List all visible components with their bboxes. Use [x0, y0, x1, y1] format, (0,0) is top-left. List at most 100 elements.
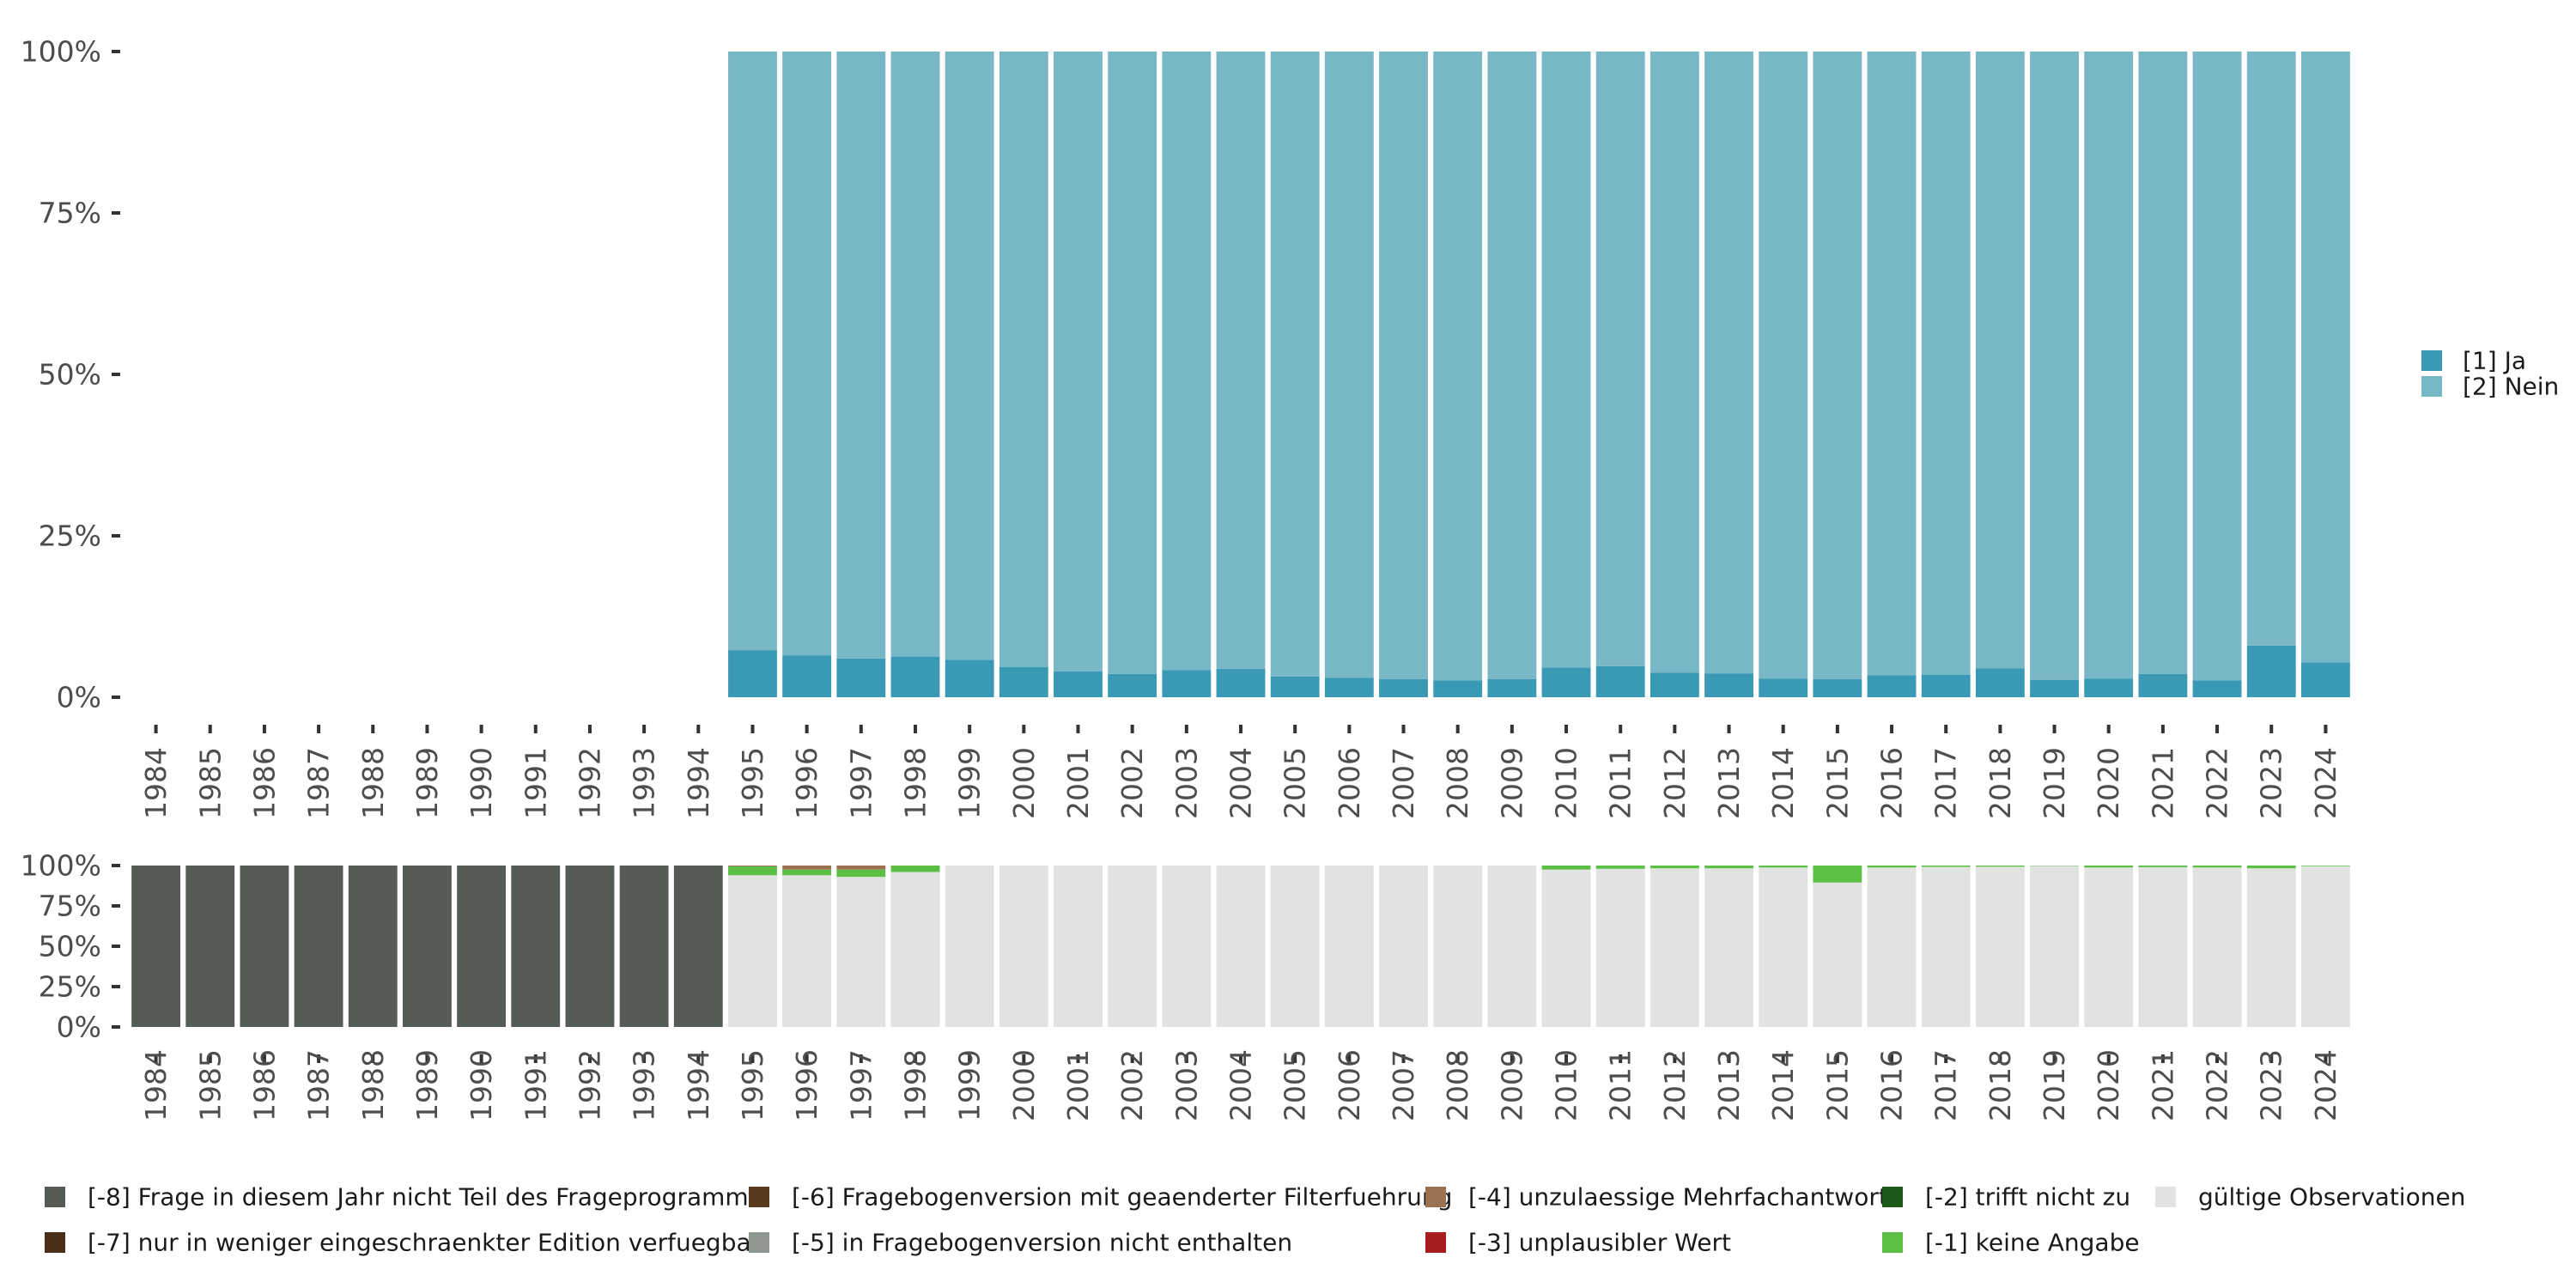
x-tick-label: 1988: [356, 1049, 390, 1121]
legend-label-2-trifft-nicht-zu: [-2] trifft nicht zu: [1925, 1183, 2130, 1212]
x-tick-label: 2006: [1333, 747, 1366, 819]
bar-segment-4-unzulaessige-mehrfachantwort-1996: [782, 866, 832, 870]
legend-label-7-nur-in-weniger-eingeschraenkter-edition-verfuegbar: [-7] nur in weniger eingeschraenkter Edi…: [88, 1229, 762, 1257]
x-tick-label: 1994: [682, 747, 715, 819]
bar-segment-2-nein-1995: [728, 52, 777, 651]
y-tick-label: 50%: [39, 358, 101, 392]
bar-segment-1-ja-2008: [1433, 680, 1483, 697]
legend-label-8-frage-in-diesem-jahr-nicht-teil-des-frageprogramms: [-8] Frage in diesem Jahr nicht Teil des…: [88, 1183, 761, 1212]
x-tick-label: 1995: [736, 1049, 769, 1121]
bar-segment-1-ja-2019: [2030, 679, 2079, 697]
x-tick-label: 2002: [1115, 1049, 1149, 1121]
bar-segment-2-nein-2004: [1216, 52, 1266, 669]
x-tick-label: 2017: [1929, 747, 1963, 819]
bar-segment-g-ltige-observationen-2006: [1324, 866, 1374, 1027]
bar-segment-2-nein-2012: [1649, 52, 1699, 673]
x-tick-label: 1997: [844, 747, 878, 819]
bar-segment-2-nein-2011: [1595, 52, 1645, 666]
bar-segment-1-ja-2009: [1487, 678, 1537, 697]
bar-segment-1-ja-2024: [2300, 662, 2350, 697]
bar-segment-g-ltige-observationen-1995: [728, 875, 777, 1027]
x-tick-label: 2016: [1875, 747, 1909, 819]
x-tick-label: 2001: [1061, 1049, 1095, 1121]
bar-segment-1-ja-1996: [782, 655, 832, 697]
bar-segment-1-ja-2004: [1216, 668, 1266, 697]
x-tick-label: 1985: [193, 747, 227, 819]
bar-segment-g-ltige-observationen-2016: [1867, 867, 1917, 1027]
x-tick-label: 2022: [2201, 747, 2234, 819]
x-tick-label: 2004: [1224, 747, 1258, 819]
legend-label-g-ltige-observationen: gültige Observationen: [2198, 1183, 2465, 1212]
bar-segment-1-ja-2001: [1054, 671, 1103, 697]
x-tick-label: 2013: [1712, 1049, 1746, 1121]
bar-segment-2-nein-1997: [836, 52, 886, 659]
x-tick-label: 2017: [1929, 1049, 1963, 1121]
bar-segment-2-nein-2015: [1813, 52, 1862, 679]
bar-segment-1-ja-2002: [1108, 673, 1157, 697]
bar-segment-2-nein-2022: [2192, 52, 2242, 681]
bar-segment-2-nein-2014: [1759, 52, 1808, 679]
bar-segment-1-keine-angabe-2016: [1867, 866, 1917, 868]
bar-segment-g-ltige-observationen-2021: [2138, 866, 2188, 1027]
x-tick-label: 2019: [2038, 1049, 2071, 1121]
bar-segment-8-frage-in-diesem-jahr-nicht-teil-des-frageprogramms-1991: [511, 866, 561, 1027]
bar-segment-1-keine-angabe-2020: [2084, 866, 2134, 868]
x-tick-label: 2007: [1387, 747, 1420, 819]
y-tick-label: 75%: [39, 197, 101, 230]
legend-key-1-keine-angabe: [1882, 1232, 1903, 1253]
x-tick-label: 1993: [628, 1049, 661, 1121]
bar-segment-1-keine-angabe-2021: [2138, 866, 2188, 867]
bar-segment-2-nein-1998: [890, 52, 940, 657]
x-tick-label: 2004: [1224, 1049, 1258, 1121]
y-tick-label: 0%: [57, 1011, 101, 1044]
x-tick-label: 2021: [2146, 747, 2179, 819]
legend-key-1-ja: [2421, 350, 2442, 371]
bar-segment-2-nein-2018: [1975, 52, 2025, 669]
bar-segment-2-nein-2016: [1867, 52, 1917, 676]
bar-segment-g-ltige-observationen-2022: [2192, 867, 2242, 1027]
bar-segment-8-frage-in-diesem-jahr-nicht-teil-des-frageprogramms-1988: [348, 866, 398, 1027]
bar-segment-2-nein-2005: [1270, 52, 1320, 677]
bar-segment-1-ja-2020: [2084, 678, 2134, 697]
legend-label-6-fragebogenversion-mit-geaenderter-filterfuehrung: [-6] Fragebogenversion mit geaenderter F…: [792, 1183, 1452, 1212]
legend-key-2-trifft-nicht-zu: [1882, 1187, 1903, 1207]
bar-segment-8-frage-in-diesem-jahr-nicht-teil-des-frageprogramms-1987: [294, 866, 343, 1027]
legend-key-2-nein: [2421, 376, 2442, 397]
x-tick-label: 1987: [302, 1049, 336, 1121]
y-tick-label: 75%: [39, 890, 101, 923]
bar-segment-2-nein-2008: [1433, 52, 1483, 681]
x-tick-label: 1998: [898, 747, 932, 819]
x-tick-label: 2009: [1495, 747, 1528, 819]
bar-segment-g-ltige-observationen-2014: [1759, 867, 1808, 1027]
legend-label-1-keine-angabe: [-1] keine Angabe: [1925, 1229, 2140, 1257]
bar-segment-1-ja-2016: [1867, 675, 1917, 697]
bar-segment-2-nein-2023: [2246, 52, 2296, 646]
bar-segment-1-ja-2018: [1975, 668, 2025, 697]
bar-segment-1-keine-angabe-2010: [1541, 866, 1591, 870]
x-tick-label: 1988: [356, 747, 390, 819]
legend-label-2-nein: [2] Nein: [2463, 373, 2559, 401]
y-tick-label: 0%: [57, 681, 101, 714]
x-tick-label: 2000: [1007, 1049, 1041, 1121]
bar-segment-1-ja-2000: [999, 666, 1048, 697]
bar-segment-2-nein-2024: [2300, 52, 2350, 663]
bar-segment-g-ltige-observationen-2012: [1649, 868, 1699, 1027]
bar-segment-1-ja-2023: [2246, 645, 2296, 697]
bar-segment-g-ltige-observationen-2007: [1379, 866, 1428, 1027]
bar-segment-g-ltige-observationen-2002: [1108, 866, 1157, 1027]
x-tick-label: 2010: [1550, 1049, 1583, 1121]
bar-segment-8-frage-in-diesem-jahr-nicht-teil-des-frageprogramms-1992: [565, 866, 615, 1027]
bar-segment-2-nein-1999: [945, 52, 994, 660]
x-tick-label: 1987: [302, 747, 336, 819]
top-chart-panel: 0% 25% 50% 75% 100% 1984 1985 1986 1987 1988 1989 1…: [21, 35, 2350, 819]
bar-segment-1-keine-angabe-2011: [1595, 866, 1645, 869]
bar-segment-g-ltige-observationen-2020: [2084, 867, 2134, 1027]
bar-segment-1-ja-2012: [1649, 672, 1699, 697]
bar-segment-8-frage-in-diesem-jahr-nicht-teil-des-frageprogramms-1989: [403, 866, 452, 1027]
bar-segment-1-ja-2013: [1704, 673, 1753, 697]
x-tick-label: 2018: [1984, 1049, 2017, 1121]
bar-segment-1-ja-2017: [1921, 674, 1971, 697]
x-tick-label: 1984: [139, 1049, 173, 1121]
bar-segment-1-ja-2015: [1813, 678, 1862, 697]
